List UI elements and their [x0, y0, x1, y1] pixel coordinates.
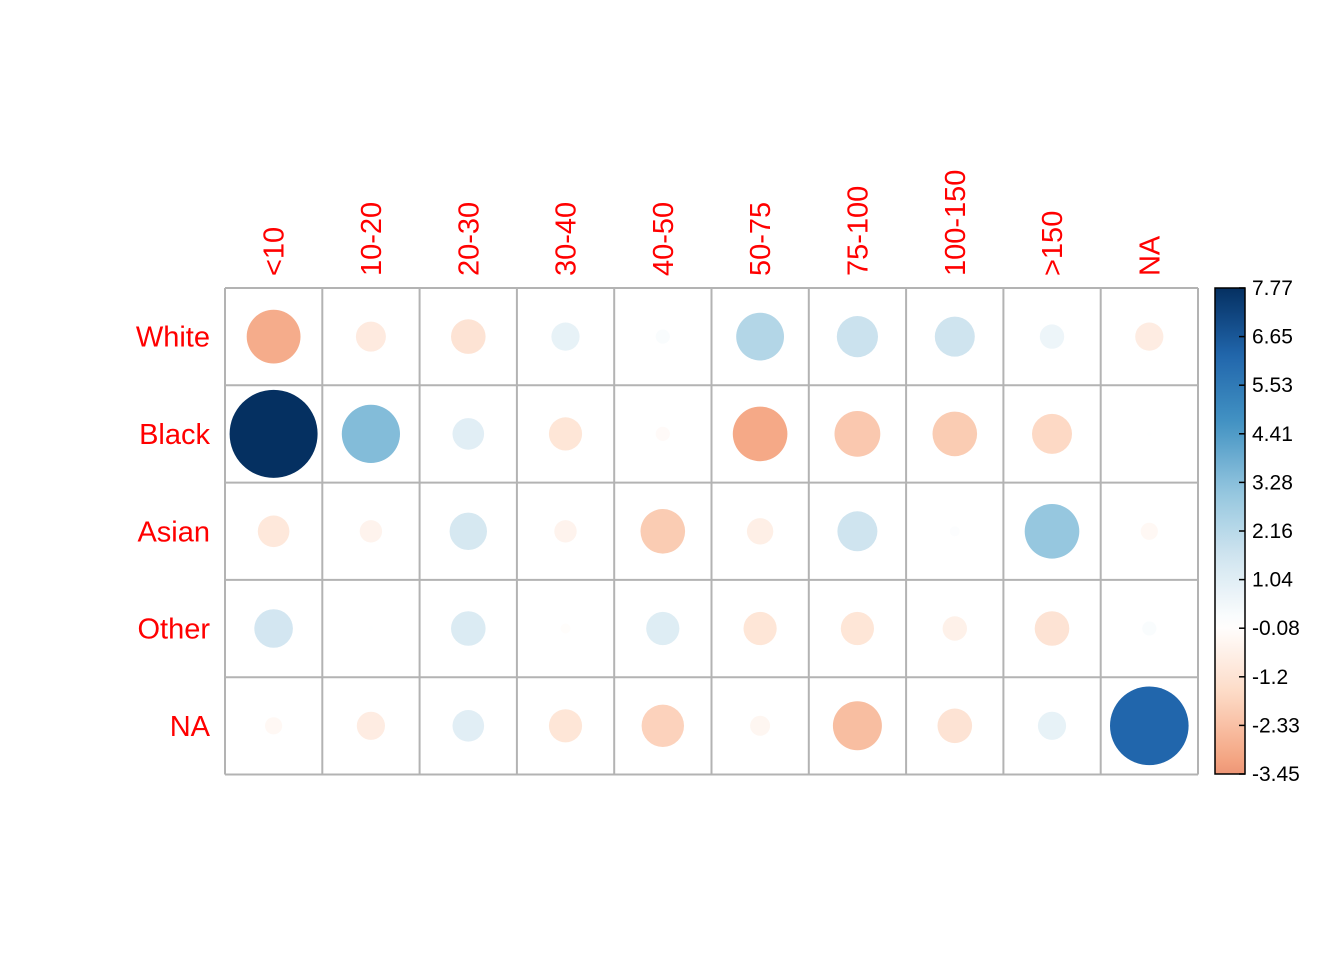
- legend-tick-label: 6.65: [1252, 326, 1293, 349]
- legend-tick-label: 1.04: [1252, 569, 1293, 592]
- cell-circle: [840, 611, 875, 646]
- row-labels: White Black Asian Other NA: [136, 322, 211, 743]
- column-label: 50-75: [745, 202, 777, 276]
- cell-circle: [934, 316, 975, 357]
- legend-tick-label: -0.08: [1252, 617, 1300, 640]
- cell-circle: [1039, 324, 1065, 349]
- legend-tick-label: 7.77: [1252, 277, 1293, 300]
- cell-circle: [548, 709, 583, 743]
- cell-circle: [356, 711, 385, 740]
- cell-circle: [836, 316, 879, 358]
- cell-circle: [1147, 431, 1152, 437]
- grid-layer: [224, 287, 1199, 776]
- cell-circle: [1140, 522, 1158, 540]
- column-label: 40-50: [648, 202, 680, 276]
- cell-circle: [655, 329, 670, 344]
- cell-circle: [942, 616, 967, 641]
- legend-tick-label: -2.33: [1252, 714, 1300, 737]
- cell-circle: [646, 611, 680, 646]
- cell-circle: [560, 623, 571, 634]
- cell-circle: [750, 715, 771, 736]
- cell-circle: [1024, 504, 1080, 559]
- cell-circle: [359, 520, 383, 543]
- cell-circle: [554, 520, 577, 543]
- cell-circle: [1032, 413, 1072, 454]
- cell-circle: [451, 611, 486, 646]
- cell-circle: [746, 518, 774, 545]
- cell-circle: [451, 319, 486, 354]
- cell-circle: [1034, 611, 1070, 646]
- cell-circle: [736, 312, 784, 361]
- circles-layer: [229, 309, 1189, 766]
- cell-circle: [949, 526, 960, 537]
- cell-circle: [265, 717, 283, 735]
- color-legend: 7.77 6.65 5.53 4.41 3.28 2.16 1.04 -0.08 -1.2 -2.…: [1214, 277, 1300, 786]
- cell-circle: [548, 417, 583, 451]
- column-label: NA: [1134, 235, 1166, 276]
- cell-circle: [246, 309, 301, 364]
- row-label: Asian: [137, 516, 210, 548]
- column-label: >150: [1037, 211, 1069, 276]
- col-labels: <10 10-20 20-30 30-40 40-50 50-75 75-100 100-15…: [259, 170, 1167, 276]
- cell-circle: [449, 512, 487, 550]
- cell-circle: [355, 321, 386, 352]
- cell-circle: [932, 411, 978, 457]
- legend-tick-label: 3.28: [1252, 471, 1293, 494]
- column-label: 75-100: [842, 186, 874, 276]
- cell-circle: [655, 426, 670, 441]
- cell-circle: [1142, 621, 1157, 636]
- cell-circle: [1110, 686, 1189, 766]
- column-label: <10: [259, 227, 291, 276]
- row-label: Other: [137, 614, 210, 646]
- cell-circle: [1135, 322, 1164, 351]
- legend-tick-label: 4.41: [1252, 423, 1293, 446]
- column-label: 30-40: [551, 202, 583, 276]
- row-label: White: [136, 322, 210, 354]
- legend-ticks: 7.77 6.65 5.53 4.41 3.28 2.16 1.04 -0.08 -1.2 -2.…: [1239, 277, 1300, 786]
- legend-tick-label: 5.53: [1252, 374, 1293, 397]
- cell-circle: [1037, 711, 1067, 740]
- cell-circle: [254, 609, 293, 648]
- column-label: 10-20: [356, 202, 388, 276]
- cell-circle: [452, 710, 485, 742]
- cell-circle: [834, 411, 881, 457]
- cell-circle: [341, 404, 400, 463]
- legend-tick-label: 2.16: [1252, 520, 1293, 543]
- column-label: 100-150: [940, 170, 972, 276]
- cell-circle: [368, 626, 374, 631]
- cell-circle: [732, 406, 788, 462]
- cell-circle: [229, 389, 318, 478]
- row-label: Black: [139, 419, 210, 451]
- legend-tick-label: -3.45: [1252, 763, 1300, 786]
- cell-circle: [641, 704, 684, 747]
- cell-circle: [452, 418, 485, 450]
- cell-circle: [743, 611, 777, 646]
- cell-circle: [837, 511, 878, 552]
- row-label: NA: [170, 711, 211, 743]
- cell-circle: [832, 701, 882, 751]
- cell-circle: [257, 515, 290, 548]
- legend-tick-label: -1.2: [1252, 666, 1288, 689]
- column-label: 20-30: [453, 202, 485, 276]
- cell-circle: [640, 509, 686, 554]
- cell-circle: [937, 708, 973, 744]
- cell-circle: [551, 322, 580, 351]
